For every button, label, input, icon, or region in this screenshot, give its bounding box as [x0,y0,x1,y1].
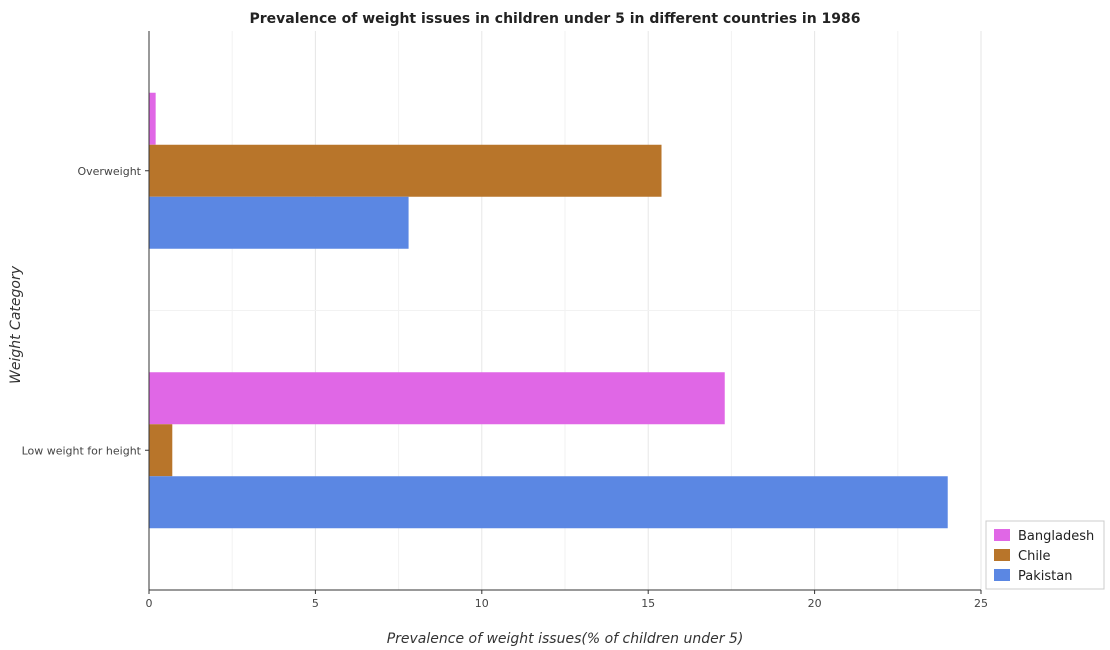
bar-bangladesh-1 [149,92,156,145]
y-axis-label: Weight Category [8,265,24,384]
chart-title: Prevalence of weight issues in children … [249,11,860,27]
plot-area [148,31,982,591]
y-tick-label: Overweight [77,165,141,178]
bar-pakistan-2 [149,476,948,529]
x-tick-label: 25 [974,597,988,610]
legend-swatch-chile [994,549,1010,561]
bar-pakistan-1 [149,196,409,249]
bar-chile-2 [149,424,173,477]
legend-swatch-bangladesh [994,529,1010,541]
legend-label-pakistan: Pakistan [1018,569,1072,584]
x-tick-label: 20 [808,597,822,610]
x-tick-label: 15 [641,597,655,610]
legend: Bangladesh Chile Pakistan [985,520,1105,590]
bar-bangladesh-2 [149,372,725,425]
bar-chile-1 [149,144,662,197]
x-axis-ticks: 0 5 10 15 20 25 [146,590,988,610]
x-tick-label: 0 [146,597,153,610]
x-axis-label: Prevalence of weight issues(% of childre… [387,631,744,647]
x-tick-label: 5 [312,597,319,610]
legend-label-chile: Chile [1018,549,1051,564]
y-tick-label: Low weight for height [22,444,142,457]
y-axis-ticks: Overweight Low weight for height [22,165,149,457]
legend-label-bangladesh: Bangladesh [1018,529,1094,544]
x-tick-label: 10 [475,597,489,610]
legend-swatch-pakistan [994,569,1010,581]
